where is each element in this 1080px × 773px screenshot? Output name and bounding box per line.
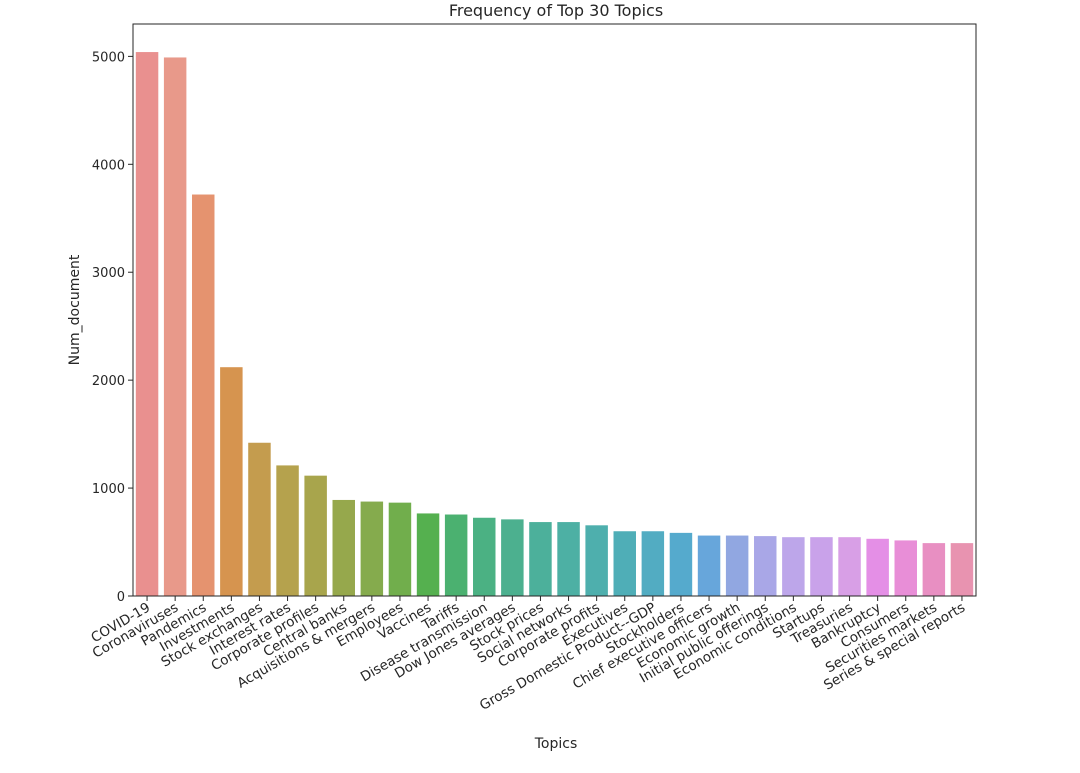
bar-11 (444, 514, 468, 596)
bar-27 (894, 540, 917, 596)
y-tick-label-5: 5000 (92, 50, 125, 65)
bar-18 (641, 531, 665, 596)
bar-8 (360, 501, 384, 596)
x-axis: COVID-19CoronavirusesPandemicsInvestment… (88, 596, 968, 714)
plot-frame (132, 23, 977, 597)
y-tick-label-1: 1000 (92, 482, 125, 497)
bar-16 (585, 525, 608, 596)
bar-2 (192, 194, 215, 596)
bar-21 (725, 535, 749, 596)
bar-10 (416, 513, 440, 596)
y-tick-label-0: 0 (117, 590, 125, 605)
chart-title: Frequency of Top 30 Topics (449, 1, 663, 20)
bar-19 (669, 532, 693, 596)
bars-group (135, 52, 974, 597)
bar-22 (754, 536, 777, 596)
bar-7 (332, 499, 355, 596)
y-tick-label-3: 3000 (92, 266, 125, 281)
bar-24 (810, 537, 833, 596)
bar-5 (276, 465, 299, 596)
y-axis-label: Num_document (67, 254, 83, 365)
bar-26 (866, 538, 889, 596)
bar-25 (838, 537, 861, 596)
bar-13 (501, 519, 524, 596)
bar-0 (135, 52, 159, 597)
bar-6 (304, 475, 327, 596)
bar-28 (922, 543, 946, 596)
bar-23 (782, 537, 805, 596)
bar-12 (473, 517, 496, 596)
y-tick-label-4: 4000 (92, 158, 125, 173)
y-axis: 0 1000 2000 3000 4000 5000 (92, 50, 133, 605)
x-axis-label: Topics (534, 736, 578, 752)
y-tick-label-2: 2000 (92, 374, 125, 389)
bar-14 (529, 522, 552, 596)
bar-3 (220, 367, 243, 596)
bar-1 (163, 57, 187, 596)
bar-15 (557, 522, 580, 596)
bar-20 (697, 535, 721, 596)
bar-29 (950, 543, 974, 596)
bar-17 (613, 531, 636, 596)
bar-4 (248, 442, 271, 596)
bar-9 (388, 502, 412, 596)
